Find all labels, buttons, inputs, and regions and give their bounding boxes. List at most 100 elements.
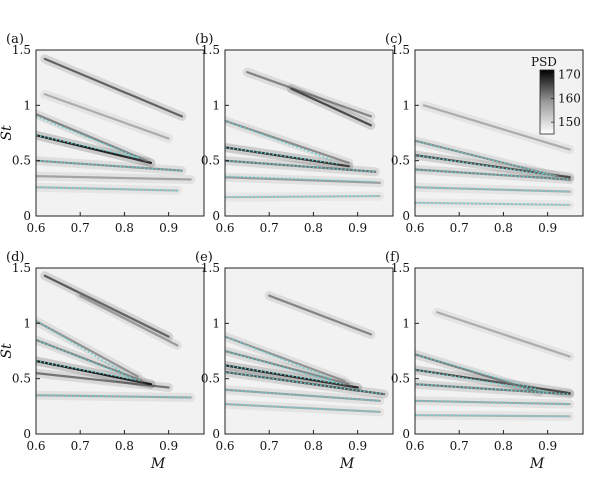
mode-line	[225, 195, 380, 198]
x-tick-label: 0.7	[260, 221, 279, 235]
colorbar-title: PSD	[531, 55, 557, 69]
x-tick-label: 0.8	[494, 439, 513, 453]
panel: (f) 0.6 0.7 0.8 0.9 0 0.5 1 1.5 M	[385, 250, 584, 472]
y-tick-label: 1.5	[201, 43, 220, 57]
panel-label: (e)	[195, 250, 213, 265]
panel-frame	[224, 267, 394, 435]
panel-plot-area	[36, 271, 196, 402]
mode-line	[36, 320, 125, 374]
mode-line	[225, 403, 380, 413]
mode-line	[36, 339, 134, 380]
psd-band	[290, 87, 372, 127]
psd-band	[43, 57, 183, 118]
mode-line	[225, 159, 376, 173]
x-tick-label: 0.6	[215, 221, 234, 235]
x-tick-label: 0.8	[115, 221, 134, 235]
panel-frame	[224, 49, 394, 217]
panel: (c) 0.6 0.7 0.8 0.9 0 0.5 1 1.5	[385, 32, 584, 235]
y-tick-label: 1	[402, 98, 410, 112]
psd-band	[246, 71, 372, 118]
y-tick-label: 0.5	[12, 154, 31, 168]
psd-band	[36, 320, 139, 378]
colorbar: PSD 170 160 150	[531, 55, 581, 135]
mode-line	[225, 350, 336, 383]
panel-frame	[414, 267, 584, 435]
x-tick-label: 0.6	[405, 439, 424, 453]
y-tick-label: 0	[23, 209, 31, 223]
x-tick-label: 0.7	[260, 439, 279, 453]
panel-plot-area	[415, 307, 575, 421]
y-axis-label: St	[0, 125, 15, 141]
x-tick-label: 0.8	[115, 439, 134, 453]
psd-band	[415, 353, 540, 394]
colorbar-ticks: 170 160 150	[551, 68, 581, 129]
panel-frame	[414, 49, 584, 217]
psd-band	[79, 294, 179, 347]
psd-band	[43, 93, 170, 140]
colorbar-tick-label: 150	[558, 115, 581, 129]
psd-band	[225, 176, 381, 184]
y-tick-label: 1.5	[391, 261, 410, 275]
y-tick-label: 1	[23, 316, 31, 330]
panel-label: (c)	[385, 32, 402, 47]
y-tick-label: 0.5	[201, 372, 220, 386]
mode-line	[225, 364, 345, 385]
mode-line	[225, 146, 341, 165]
x-tick-label: 0.9	[159, 221, 178, 235]
x-tick-label: 0.8	[304, 439, 323, 453]
x-tick-label: 0.6	[26, 439, 45, 453]
y-axis-label: St	[0, 343, 15, 359]
panel-frame	[35, 49, 205, 217]
y-tick-label: 0	[212, 209, 220, 223]
mode-line	[415, 353, 540, 391]
mode-line	[415, 186, 570, 193]
psd-band	[415, 368, 571, 395]
panel-background	[225, 50, 393, 216]
panel: (b) 0.6 0.7 0.8 0.9 0 0.5 1 1.5	[195, 32, 394, 235]
mode-line	[225, 175, 376, 183]
x-tick-label: 0.9	[538, 221, 557, 235]
mode-line	[415, 414, 570, 418]
colorbar-gradient	[539, 69, 555, 135]
psd-band	[422, 104, 571, 151]
x-tick-label: 0.8	[494, 221, 513, 235]
y-tick-label: 1.5	[12, 43, 31, 57]
x-axis-label: M	[150, 456, 166, 472]
x-tick-label: 0.9	[538, 439, 557, 453]
colorbar-tick-label: 170	[558, 68, 581, 82]
y-tick-label: 0	[212, 427, 220, 441]
mode-line	[36, 159, 182, 172]
mode-line	[415, 369, 548, 393]
panel: (d) 0.6 0.7 0.8 0.9 0 0.5 1 1.5 St M	[0, 250, 205, 472]
y-tick-label: 1	[212, 98, 220, 112]
x-tick-label: 0.8	[304, 221, 323, 235]
y-tick-label: 1	[23, 98, 31, 112]
x-tick-label: 0.7	[71, 221, 90, 235]
panel-label: (f)	[385, 250, 400, 265]
panel-label: (a)	[6, 32, 24, 47]
x-tick-label: 0.6	[215, 439, 234, 453]
x-tick-label: 0.6	[405, 221, 424, 235]
y-tick-label: 1.5	[201, 261, 220, 275]
mode-line	[415, 383, 570, 395]
panel-plot-area	[225, 291, 389, 417]
mode-line	[415, 139, 548, 175]
mode-line	[225, 335, 332, 380]
panel: (a) 0.6 0.7 0.8 0.9 0 0.5 1 1.5 St	[0, 32, 205, 235]
x-tick-label: 0.7	[450, 221, 469, 235]
mode-line	[225, 120, 332, 161]
psd-band	[36, 372, 170, 389]
psd-band	[36, 175, 192, 181]
x-tick-label: 0.9	[348, 221, 367, 235]
panel: (e) 0.6 0.7 0.8 0.9 0 0.5 1 1.5 M	[195, 250, 394, 472]
x-tick-label: 0.9	[159, 439, 178, 453]
y-tick-label: 0.5	[391, 154, 410, 168]
psd-band	[225, 364, 359, 389]
panel-plot-area	[36, 54, 196, 196]
mode-line	[415, 168, 570, 181]
panel-frame	[35, 267, 205, 435]
y-tick-label: 1.5	[391, 43, 410, 57]
x-tick-label: 0.9	[348, 439, 367, 453]
panel-plot-area	[415, 100, 575, 210]
